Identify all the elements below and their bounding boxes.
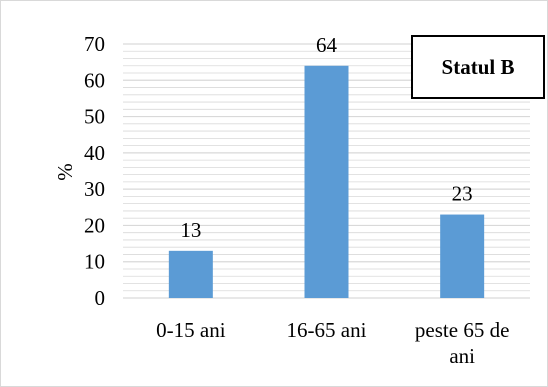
bar: [304, 65, 349, 299]
y-tick-label: 70: [84, 32, 105, 56]
y-tick-label: 30: [84, 177, 105, 201]
data-label: 64: [316, 33, 338, 57]
y-tick-label: 60: [84, 68, 105, 92]
y-tick-label: 10: [84, 250, 105, 274]
bar: [440, 214, 485, 298]
data-label: 13: [180, 218, 201, 242]
category-label: peste 65 de: [415, 318, 509, 342]
bar: [168, 250, 213, 298]
category-label: 16-65 ani: [287, 318, 367, 342]
annotation-box: Statul B: [411, 35, 545, 99]
y-tick-label: 50: [84, 105, 105, 129]
bars: [168, 65, 485, 299]
data-labels: 13 64 23: [180, 33, 472, 242]
y-tick-label: 20: [84, 213, 105, 237]
data-label: 23: [452, 182, 473, 206]
annotation-text: Statul B: [442, 55, 515, 79]
category-label: ani: [449, 344, 475, 368]
y-tick-label: 40: [84, 141, 105, 165]
y-tick-label: 0: [95, 286, 106, 310]
category-label: 0-15 ani: [156, 318, 226, 342]
y-axis-label: %: [53, 163, 77, 181]
y-tick-labels: 0 10 20 30 40 50 60 70: [84, 32, 105, 310]
